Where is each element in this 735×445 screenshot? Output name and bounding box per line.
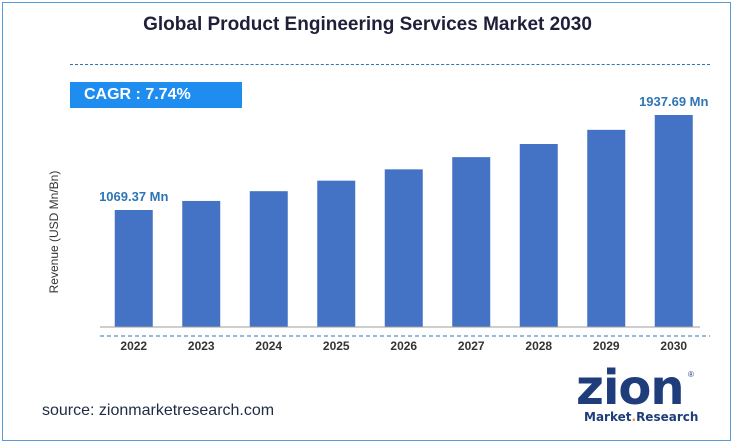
chart-title: Global Product Engineering Services Mark… bbox=[143, 14, 592, 35]
x-tick-2022: 2022 bbox=[120, 339, 147, 353]
source-text: source: zionmarketresearch.com bbox=[42, 402, 275, 419]
cagr-badge: CAGR : 7.74% bbox=[70, 82, 242, 108]
bar-2025 bbox=[317, 180, 356, 327]
bar-2022 bbox=[114, 210, 153, 327]
bar-2027 bbox=[452, 157, 491, 327]
x-tick-2029: 2029 bbox=[593, 339, 620, 353]
data-label-2030: 1937.69 Mn bbox=[639, 94, 708, 109]
data-label-2022: 1069.37 Mn bbox=[99, 189, 168, 204]
x-tick-2023: 2023 bbox=[188, 339, 215, 353]
zion-logo: zion ® Market.Research bbox=[576, 360, 704, 432]
bar-2023 bbox=[182, 200, 221, 327]
logo-subtitle: Market.Research bbox=[584, 410, 699, 424]
x-tick-2025: 2025 bbox=[323, 339, 350, 353]
registered-mark: ® bbox=[688, 370, 694, 379]
bar-2026 bbox=[384, 169, 423, 327]
x-tick-2026: 2026 bbox=[390, 339, 417, 353]
bar-2029 bbox=[587, 129, 626, 327]
logo-wordmark: zion bbox=[576, 360, 685, 416]
bar-2024 bbox=[249, 191, 288, 327]
x-tick-2027: 2027 bbox=[458, 339, 485, 353]
bar-2028 bbox=[519, 144, 558, 327]
x-tick-2024: 2024 bbox=[255, 339, 282, 353]
x-tick-2030: 2030 bbox=[660, 339, 687, 353]
x-tick-2028: 2028 bbox=[525, 339, 552, 353]
bar-2030 bbox=[654, 115, 693, 327]
title-divider bbox=[70, 64, 710, 65]
